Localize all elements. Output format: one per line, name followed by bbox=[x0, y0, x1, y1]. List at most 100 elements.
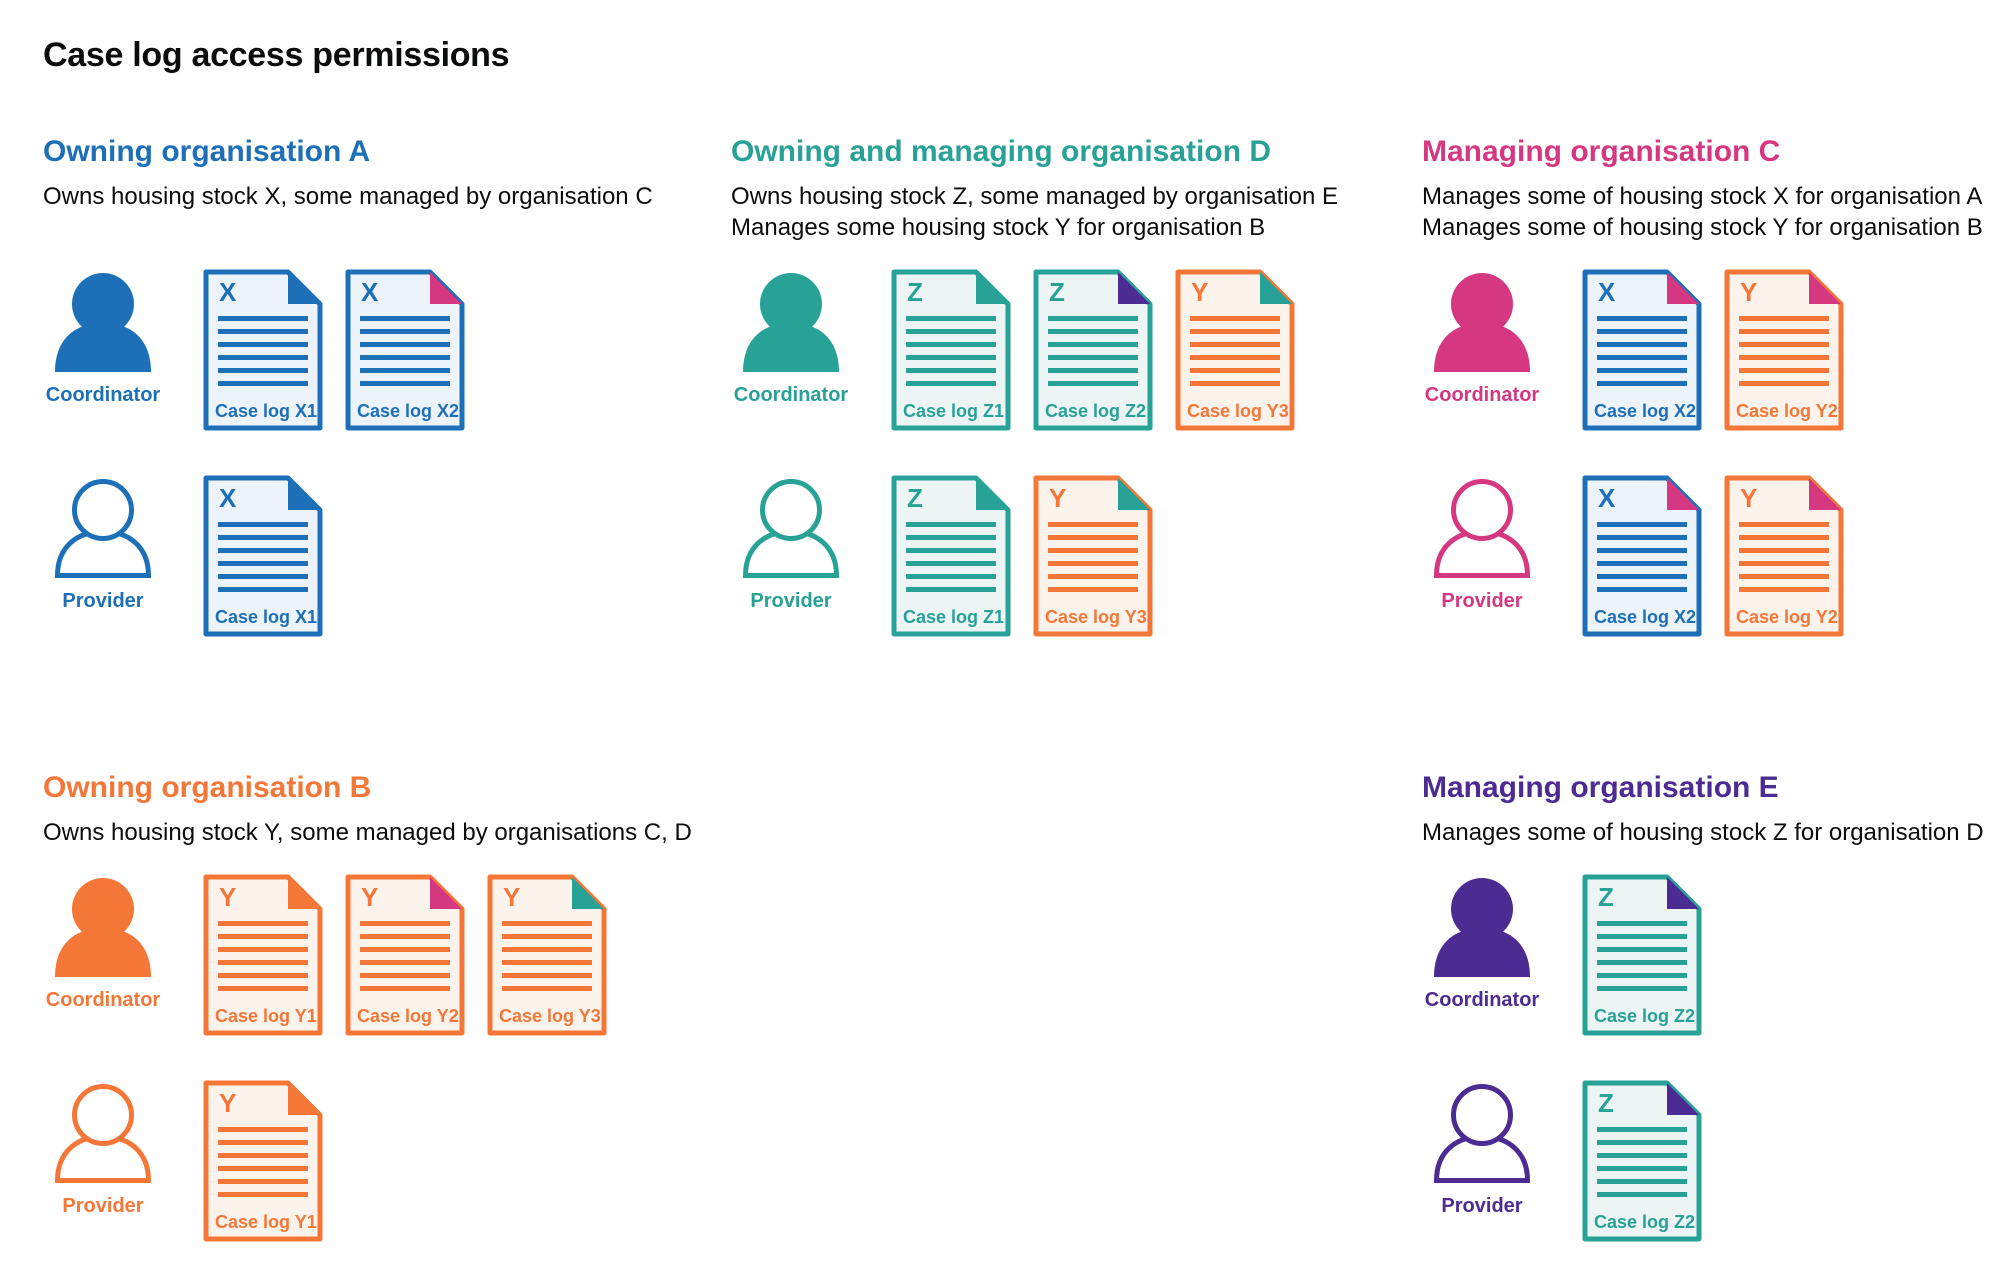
case-log-doc: Y Case log Y3 bbox=[1175, 269, 1295, 431]
person-outline-icon bbox=[54, 1084, 152, 1183]
provider-row: Provider X Case log X2 bbox=[1422, 475, 2000, 637]
case-log-doc: Z Case log Z1 bbox=[891, 475, 1011, 637]
org-sections-grid: Owning organisation A Owns housing stock… bbox=[43, 133, 2000, 1286]
section-owning-organisation-b: Owning organisation B Owns housing stock… bbox=[43, 769, 731, 1286]
case-log-doc: Z Case log Z2 bbox=[1582, 1080, 1702, 1242]
case-log-label: Case log Z1 bbox=[903, 607, 1005, 627]
org-description-line: Manages some housing stock Y for organis… bbox=[731, 214, 1266, 241]
document-icon bbox=[203, 874, 323, 1036]
stock-letter: Y bbox=[1049, 483, 1067, 513]
stock-letter: Z bbox=[1598, 882, 1614, 912]
case-log-label: Case log Y1 bbox=[215, 1006, 317, 1026]
provider-row: Provider X Case log X1 bbox=[43, 475, 731, 637]
document-icon bbox=[1033, 269, 1153, 431]
provider-row: Provider Z Case log Z2 bbox=[1422, 1080, 2000, 1242]
case-log-label: Case log Y2 bbox=[357, 1006, 459, 1026]
stock-letter: Y bbox=[1191, 277, 1209, 307]
stock-letter: Z bbox=[1049, 277, 1065, 307]
org-title: Owning organisation B bbox=[43, 771, 372, 804]
role-label: Provider bbox=[750, 590, 832, 612]
provider-figure: Provider bbox=[1422, 479, 1542, 613]
case-log-doc: X Case log X2 bbox=[1582, 269, 1702, 431]
provider-figure: Provider bbox=[731, 479, 851, 613]
document-icon bbox=[1582, 1080, 1702, 1242]
role-label: Provider bbox=[62, 1195, 144, 1217]
coordinator-row: Coordinator X Case log X2 bbox=[1422, 269, 2000, 431]
person-outline-icon bbox=[1433, 1084, 1531, 1183]
case-log-label: Case log Z2 bbox=[1594, 1212, 1696, 1232]
person-outline-icon bbox=[1433, 479, 1531, 578]
case-log-doc: Z Case log Z2 bbox=[1582, 874, 1702, 1036]
case-log-doc: Y Case log Y1 bbox=[203, 874, 323, 1036]
doc-list: Y Case log Y1 Y Case log Y2 bbox=[203, 874, 607, 1036]
stock-letter: Y bbox=[219, 882, 237, 912]
document-icon bbox=[1033, 475, 1153, 637]
document-icon bbox=[1175, 269, 1295, 431]
document-icon bbox=[1582, 475, 1702, 637]
case-log-doc: Y Case log Y2 bbox=[1724, 475, 1844, 637]
role-label: Provider bbox=[62, 590, 144, 612]
person-outline-icon bbox=[54, 479, 152, 578]
document-icon bbox=[203, 269, 323, 431]
person-outline-icon bbox=[742, 479, 840, 578]
case-log-label: Case log X1 bbox=[215, 607, 318, 627]
stock-letter: X bbox=[1598, 483, 1616, 513]
org-description: Owns housing stock Z, some managed by or… bbox=[731, 181, 1422, 243]
org-description-line: Owns housing stock Y, some managed by or… bbox=[43, 819, 692, 846]
case-log-doc: Y Case log Y3 bbox=[1033, 475, 1153, 637]
stock-letter: X bbox=[219, 483, 237, 513]
case-log-label: Case log Y3 bbox=[1045, 607, 1147, 627]
role-label: Coordinator bbox=[1424, 989, 1540, 1011]
provider-figure: Provider bbox=[1422, 1084, 1542, 1218]
case-log-label: Case log X1 bbox=[215, 401, 318, 421]
stock-letter: Y bbox=[219, 1088, 237, 1118]
case-log-label: Case log Y1 bbox=[215, 1212, 317, 1232]
role-label: Coordinator bbox=[45, 384, 161, 406]
case-log-label: Case log Z2 bbox=[1594, 1006, 1696, 1026]
org-title: Managing organisation E bbox=[1422, 771, 1779, 804]
document-icon bbox=[487, 874, 607, 1036]
person-filled-icon bbox=[1434, 273, 1530, 372]
page-title: Case log access permissions bbox=[43, 36, 510, 74]
section-managing-organisation-e: Managing organisation E Manages some of … bbox=[1422, 769, 2000, 1286]
doc-list: X Case log X2 Y Case log Y2 bbox=[1582, 269, 1844, 431]
document-icon bbox=[1724, 269, 1844, 431]
coordinator-row: Coordinator Z Case log Z1 bbox=[731, 269, 1422, 431]
doc-list: Z Case log Z2 bbox=[1582, 874, 1702, 1036]
case-log-doc: Y Case log Y3 bbox=[487, 874, 607, 1036]
org-description-line: Owns housing stock Z, some managed by or… bbox=[731, 183, 1338, 210]
doc-list: X Case log X2 Y Case log Y2 bbox=[1582, 475, 1844, 637]
document-icon bbox=[345, 269, 465, 431]
coordinator-row: Coordinator X Case log X1 bbox=[43, 269, 731, 431]
case-log-doc: Y Case log Y2 bbox=[345, 874, 465, 1036]
document-icon bbox=[203, 1080, 323, 1242]
doc-list: X Case log X1 X Case log X2 bbox=[203, 269, 465, 431]
stock-letter: Z bbox=[1598, 1088, 1614, 1118]
person-filled-icon bbox=[55, 878, 151, 977]
person-filled-icon bbox=[743, 273, 839, 372]
coordinator-row: Coordinator Y Case log Y1 bbox=[43, 874, 731, 1036]
case-log-doc: X Case log X2 bbox=[1582, 475, 1702, 637]
coordinator-figure: Coordinator bbox=[1422, 273, 1542, 407]
document-icon bbox=[203, 475, 323, 637]
role-label: Coordinator bbox=[1424, 384, 1540, 406]
role-label: Provider bbox=[1441, 590, 1523, 612]
org-title: Owning organisation A bbox=[43, 135, 371, 168]
document-icon bbox=[891, 269, 1011, 431]
org-description: Manages some of housing stock X for orga… bbox=[1422, 181, 2000, 243]
case-log-doc: X Case log X1 bbox=[203, 269, 323, 431]
doc-list: Z Case log Z1 Z Case log Z2 bbox=[891, 269, 1295, 431]
doc-list: X Case log X1 bbox=[203, 475, 323, 637]
doc-list: Z Case log Z1 Y Case log Y3 bbox=[891, 475, 1153, 637]
stock-letter: Z bbox=[907, 483, 923, 513]
doc-list: Z Case log Z2 bbox=[1582, 1080, 1702, 1242]
section-managing-organisation-c: Managing organisation C Manages some of … bbox=[1422, 133, 2000, 681]
case-log-label: Case log Z1 bbox=[903, 401, 1005, 421]
provider-figure: Provider bbox=[43, 479, 163, 613]
org-description-line: Manages some of housing stock X for orga… bbox=[1422, 183, 1983, 210]
case-log-doc: Y Case log Y1 bbox=[203, 1080, 323, 1242]
case-log-doc: X Case log X1 bbox=[203, 475, 323, 637]
org-description: Owns housing stock X, some managed by or… bbox=[43, 181, 731, 243]
stock-letter: X bbox=[219, 277, 237, 307]
